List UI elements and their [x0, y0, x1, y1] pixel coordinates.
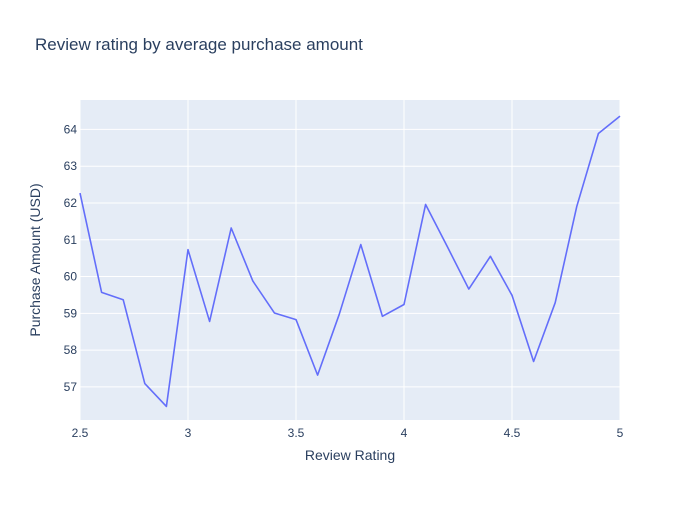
- x-tick-label: 4.5: [504, 426, 521, 440]
- y-tick-label: 57: [64, 380, 78, 394]
- data-point[interactable]: [379, 313, 385, 319]
- y-tick-label: 64: [64, 122, 78, 136]
- plot-area: [80, 100, 620, 420]
- y-tick-label: 59: [64, 306, 78, 320]
- data-point[interactable]: [185, 247, 191, 253]
- data-point[interactable]: [401, 302, 407, 308]
- data-point[interactable]: [552, 300, 558, 306]
- data-point[interactable]: [336, 311, 342, 317]
- data-point[interactable]: [207, 318, 213, 324]
- x-axis-title: Review Rating: [305, 447, 395, 463]
- tick-labels: 2.5 3 3.5 4 4.5 5 57 58 59 60 61 62 63 64: [64, 122, 624, 440]
- data-point[interactable]: [77, 190, 83, 196]
- x-tick-label: 5: [617, 426, 624, 440]
- x-tick-label: 3: [185, 426, 192, 440]
- y-tick-label: 63: [64, 159, 78, 173]
- data-point[interactable]: [99, 289, 105, 295]
- x-tick-label: 2.5: [72, 426, 89, 440]
- y-tick-label: 62: [64, 196, 78, 210]
- gridlines: [79, 100, 621, 420]
- data-point[interactable]: [315, 372, 321, 378]
- data-point[interactable]: [250, 278, 256, 284]
- data-point[interactable]: [142, 381, 148, 387]
- data-point[interactable]: [293, 317, 299, 323]
- data-point[interactable]: [487, 253, 493, 259]
- data-point[interactable]: [271, 310, 277, 316]
- series-line: [79, 115, 621, 408]
- data-point[interactable]: [444, 243, 450, 249]
- data-point[interactable]: [423, 201, 429, 207]
- data-point[interactable]: [531, 359, 537, 365]
- data-point[interactable]: [358, 242, 364, 248]
- data-point[interactable]: [228, 225, 234, 231]
- series-layer: [77, 113, 623, 409]
- data-point[interactable]: [595, 130, 601, 136]
- x-tick-label: 4: [401, 426, 408, 440]
- data-point[interactable]: [574, 203, 580, 209]
- y-tick-label: 61: [64, 233, 78, 247]
- x-tick-label: 3.5: [288, 426, 305, 440]
- data-point[interactable]: [120, 297, 126, 303]
- y-tick-label: 58: [64, 343, 78, 357]
- y-axis-title: Purchase Amount (USD): [27, 183, 43, 336]
- data-point[interactable]: [466, 286, 472, 292]
- data-point[interactable]: [617, 113, 623, 119]
- y-tick-label: 60: [64, 270, 78, 284]
- data-point[interactable]: [509, 292, 515, 298]
- data-point[interactable]: [163, 403, 169, 409]
- chart-title: Review rating by average purchase amount: [35, 35, 363, 54]
